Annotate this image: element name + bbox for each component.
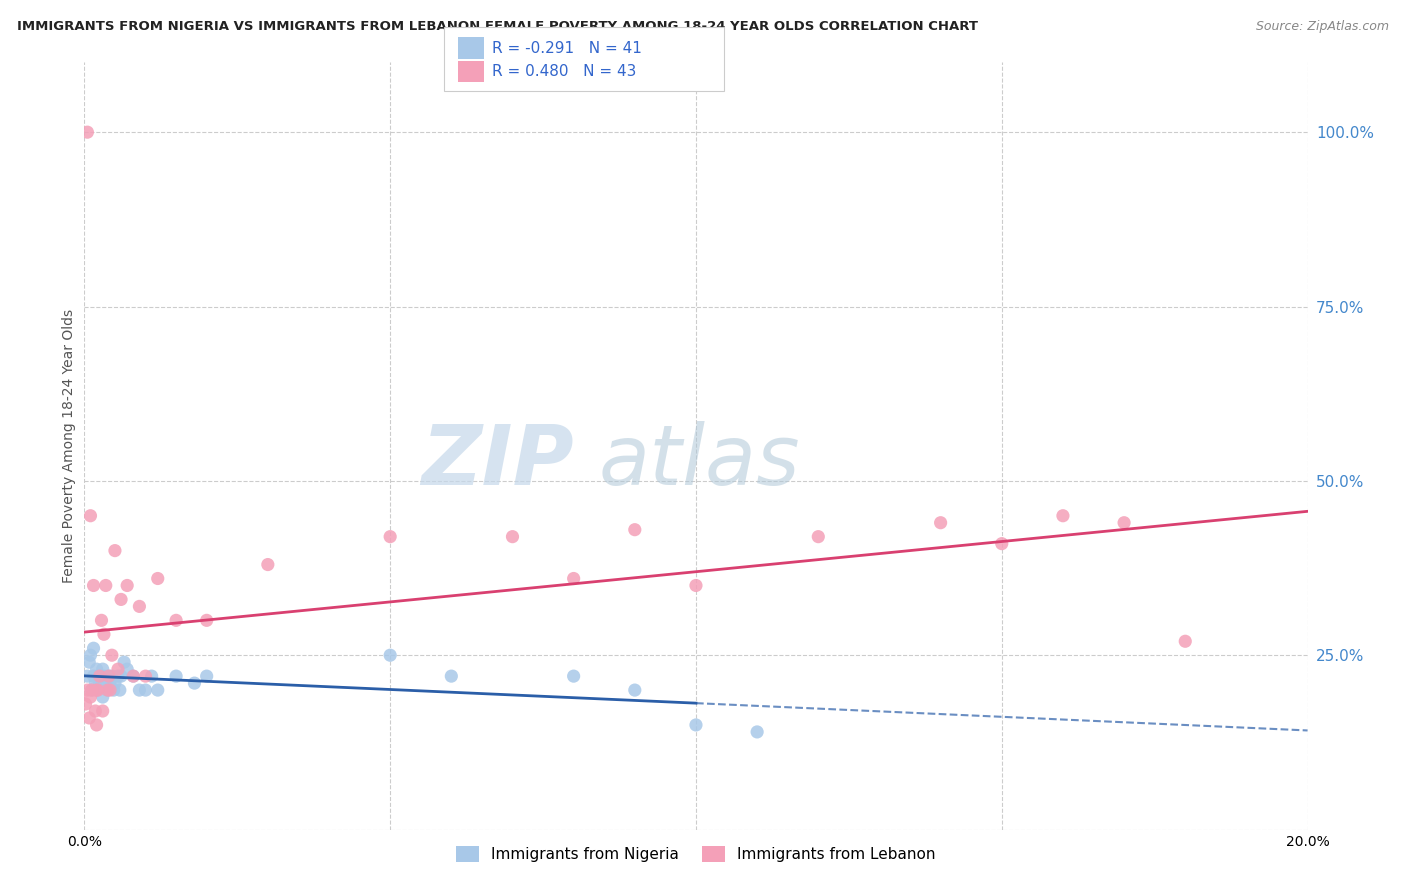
Point (87, 683, 110, 698)
Point (112, 655, 135, 669)
Point (79, 508, 101, 523)
Point (141, 669, 163, 683)
Point (91, 690, 114, 704)
Point (84, 676, 107, 690)
Point (77, 655, 100, 669)
Text: atlas: atlas (598, 421, 800, 502)
Point (87, 669, 110, 683)
Point (929, 516, 952, 530)
Point (84, 704, 107, 718)
Point (101, 669, 124, 683)
Point (76, 125, 98, 139)
Point (562, 572, 585, 586)
Point (146, 683, 169, 698)
Point (122, 669, 145, 683)
Point (165, 669, 187, 683)
Legend: Immigrants from Nigeria, Immigrants from Lebanon: Immigrants from Nigeria, Immigrants from… (450, 839, 942, 868)
Point (86, 662, 108, 676)
Point (79, 690, 101, 704)
Point (91, 704, 114, 718)
Point (103, 683, 125, 698)
Point (79, 648, 101, 663)
Point (165, 613, 187, 627)
Point (108, 683, 131, 698)
Point (90, 669, 112, 683)
Point (94, 676, 117, 690)
Point (195, 669, 218, 683)
Point (502, 530, 524, 544)
Point (685, 578, 707, 592)
Point (75, 697, 97, 711)
Point (122, 669, 145, 683)
Point (562, 669, 585, 683)
Point (135, 683, 157, 698)
Point (107, 669, 129, 683)
Point (83, 578, 105, 592)
Text: R = 0.480   N = 43: R = 0.480 N = 43 (492, 64, 637, 78)
Point (807, 530, 830, 544)
Point (86, 718, 108, 732)
Point (98, 676, 121, 690)
Point (257, 558, 280, 572)
Point (90, 613, 112, 627)
Point (97, 669, 120, 683)
Point (747, 725, 769, 739)
Point (97, 683, 120, 698)
Point (101, 648, 124, 663)
Text: Source: ZipAtlas.com: Source: ZipAtlas.com (1256, 20, 1389, 33)
Text: IMMIGRANTS FROM NIGERIA VS IMMIGRANTS FROM LEBANON FEMALE POVERTY AMONG 18-24 YE: IMMIGRANTS FROM NIGERIA VS IMMIGRANTS FR… (17, 20, 977, 33)
Point (104, 543, 127, 558)
Point (89, 676, 111, 690)
Point (83, 669, 105, 683)
Text: R = -0.291   N = 41: R = -0.291 N = 41 (492, 41, 643, 55)
Point (91, 662, 114, 676)
Point (77, 711, 100, 725)
Point (93, 627, 115, 641)
Point (685, 718, 707, 732)
Point (97, 669, 120, 683)
Point (128, 683, 150, 698)
Point (380, 530, 402, 544)
Point (98, 683, 121, 698)
Point (93, 669, 115, 683)
Point (128, 599, 150, 614)
Point (97, 683, 120, 698)
Point (94, 578, 117, 592)
Point (86, 683, 108, 698)
Point (83, 641, 105, 656)
Text: ZIP: ZIP (420, 421, 574, 502)
Point (115, 578, 138, 592)
Point (80, 683, 103, 698)
Point (76, 683, 98, 698)
Point (440, 669, 463, 683)
Point (380, 648, 402, 663)
Point (76, 669, 98, 683)
Point (624, 523, 647, 537)
Point (110, 669, 132, 683)
Point (115, 662, 138, 676)
Point (104, 676, 127, 690)
Point (146, 572, 169, 586)
Point (624, 683, 647, 698)
Point (1174, 634, 1197, 648)
Point (1052, 508, 1074, 523)
Point (107, 662, 129, 676)
Point (86, 683, 108, 698)
Point (135, 669, 157, 683)
Point (80, 683, 103, 698)
Point (89, 669, 111, 683)
Point (183, 676, 205, 690)
Point (991, 536, 1014, 550)
Point (1114, 516, 1136, 530)
Point (110, 592, 132, 607)
Point (195, 613, 218, 627)
Y-axis label: Female Poverty Among 18-24 Year Olds: Female Poverty Among 18-24 Year Olds (62, 309, 76, 583)
